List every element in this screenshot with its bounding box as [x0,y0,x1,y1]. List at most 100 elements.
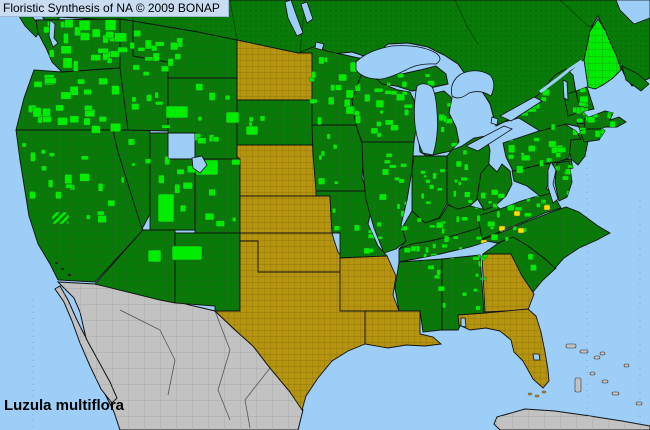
county-record [389,164,397,169]
state-me-border [583,18,622,90]
county-record [80,155,89,161]
county-record [488,200,493,205]
county-record [98,116,107,123]
county-record [160,65,170,72]
state-nc-border [480,206,611,269]
county-record [208,188,216,197]
county-record [429,224,436,228]
region-cuba-texture [494,409,650,430]
county-record [396,93,405,101]
county-record [382,168,390,176]
county-record [40,149,46,155]
state-mt-counties [133,21,237,78]
county-record [425,179,431,184]
channel-island [61,268,64,270]
county-record [467,199,473,204]
county-record [530,264,537,272]
county-record [473,288,478,292]
gulf-st-lawrence [615,0,650,25]
county-record [131,162,136,167]
county-record [379,193,387,201]
county-record [154,41,165,47]
nova-scotia [621,65,650,92]
state-va-border [477,191,562,240]
state-pa-border [502,122,582,172]
state-tx-counties [215,241,365,410]
state-ms-counties [395,259,442,332]
florida-keys-island [527,392,533,396]
county-record-rare [513,210,521,217]
county-record [403,104,413,109]
lake-superior [355,45,441,80]
county-record [384,90,392,95]
county-record [497,193,505,199]
lake-of-the-woods [314,41,325,51]
county-record [432,243,437,249]
county-record [384,159,391,164]
county-record [110,123,122,132]
county-record [33,81,43,88]
county-record [30,151,36,162]
county-record [354,85,361,92]
county-record [373,87,384,93]
county-record [32,107,42,118]
province-border [559,0,589,27]
county-record [60,91,72,100]
county-record [379,109,384,114]
county-record [607,113,612,119]
state-me-counties [584,19,621,89]
state-nm-counties [175,233,240,311]
county-record [423,174,427,178]
bahamas-island [611,391,620,396]
county-record [345,105,355,115]
county-record [436,269,441,276]
state-ctri-counties [580,126,605,142]
county-record [49,49,55,58]
county-record [410,245,417,252]
state-ar-border [339,255,400,312]
county-record [208,92,216,101]
lake-erie [465,125,513,152]
county-record [369,248,374,253]
state-fl-counties [458,309,549,388]
county-record [557,147,567,153]
county-record-patch [245,125,259,136]
county-record [204,212,215,221]
county-record [63,33,69,44]
mobile-bay [460,317,467,328]
county-record [42,115,52,123]
county-record [85,214,91,220]
county-record [311,71,316,79]
region-mexico-texture [58,282,303,430]
county-record [400,225,408,231]
bahamas-island [601,379,609,384]
county-record [231,159,241,166]
county-record [309,98,318,104]
lake-winnipeg [284,0,304,37]
county-record [137,47,146,52]
county-record [176,168,185,175]
county-record-patch [171,245,203,261]
county-record [49,152,55,157]
county-record [344,99,351,108]
county-record [48,179,54,188]
county-record [420,192,425,200]
state-nd-counties [237,40,312,100]
county-record [576,118,584,123]
county-record [540,96,547,102]
county-record [332,208,337,214]
county-record [390,124,399,131]
county-record [345,89,354,99]
county-record [475,305,481,311]
state-delmarva-border [554,160,573,202]
county-record-rare [543,204,551,211]
county-record [132,64,140,71]
county-record [318,177,326,185]
county-record [195,83,204,91]
county-record [248,116,254,123]
county-record [482,254,488,258]
state-wv-border [476,163,513,211]
county-record [533,137,540,142]
county-record [144,158,152,164]
county-record [104,19,117,31]
